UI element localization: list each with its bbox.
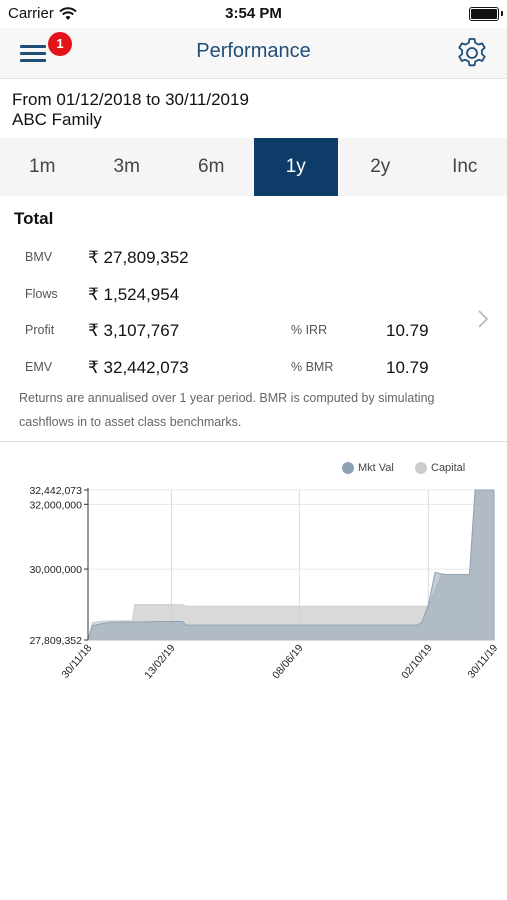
x-tick-label: 13/02/19 [142, 642, 178, 681]
y-tick-label: 32,442,073 [29, 485, 82, 497]
profit-label: Profit [25, 323, 55, 337]
gear-icon[interactable] [455, 36, 489, 70]
profit-value: ₹ 3,107,767 [88, 321, 180, 340]
bmv-label: BMV [25, 250, 53, 264]
x-tick-label: 30/11/18 [59, 642, 94, 681]
divider [0, 441, 507, 442]
legend-item-mkt-val: Mkt Val [342, 462, 394, 474]
y-tick-label: 30,000,000 [29, 564, 82, 576]
battery-icon [469, 7, 499, 21]
returns-note: Returns are annualised over 1 year perio… [19, 391, 435, 429]
x-tick-label: 08/06/19 [270, 642, 306, 681]
chevron-right-icon[interactable] [474, 309, 492, 329]
flows-value: ₹ 1,524,954 [88, 285, 180, 304]
legend-label-capital: Capital [431, 462, 466, 474]
total-title: Total [14, 209, 54, 228]
tab-2y[interactable]: 2y [370, 156, 391, 177]
period-tabs: 1m 3m 6m 1y 2y Inc [0, 138, 507, 196]
x-tick-label: 02/10/19 [399, 642, 435, 681]
bmr-value: 10.79 [386, 358, 429, 377]
legend-label-mkt-val: Mkt Val [358, 462, 394, 474]
flows-label: Flows [25, 287, 58, 301]
mkt-val-swatch [342, 462, 354, 474]
tab-6m[interactable]: 6m [198, 156, 225, 177]
status-time: 3:54 PM [225, 5, 282, 22]
legend-item-capital: Capital [415, 462, 465, 474]
portfolio-name: ABC Family [12, 110, 102, 129]
capital-swatch [415, 462, 427, 474]
page-title: Performance [196, 40, 311, 62]
y-tick-label: 27,809,352 [29, 635, 82, 647]
y-tick-label: 32,000,000 [29, 499, 82, 511]
irr-value: 10.79 [386, 321, 429, 340]
menu-button[interactable] [18, 38, 48, 68]
status-left: Carrier [8, 5, 77, 22]
tab-1m[interactable]: 1m [29, 156, 56, 177]
tab-1y[interactable]: 1y [253, 138, 338, 196]
battery-tip [501, 11, 503, 16]
period-header: From 01/12/2018 to 30/11/2019 ABC Family [12, 90, 249, 130]
emv-label: EMV [25, 360, 53, 374]
nav-bar: 1 Performance [0, 28, 507, 79]
wifi-icon [59, 6, 77, 20]
bmv-value: ₹ 27,809,352 [88, 248, 189, 267]
x-tick-label: 30/11/19 [465, 642, 500, 681]
tab-inc[interactable]: Inc [452, 156, 478, 177]
status-bar: Carrier 3:54 PM [0, 0, 507, 28]
emv-value: ₹ 32,442,073 [88, 358, 189, 377]
notification-badge: 1 [48, 32, 72, 56]
carrier-label: Carrier [8, 5, 54, 22]
irr-label: % IRR [291, 323, 328, 337]
series-area-mkt-val [87, 489, 495, 641]
date-range: From 01/12/2018 to 30/11/2019 [12, 90, 249, 109]
performance-chart: 27,809,352 30,000,000 32,000,000 32,442,073… [29, 485, 500, 681]
tab-3m[interactable]: 3m [113, 156, 140, 177]
bmr-label: % BMR [291, 360, 334, 374]
